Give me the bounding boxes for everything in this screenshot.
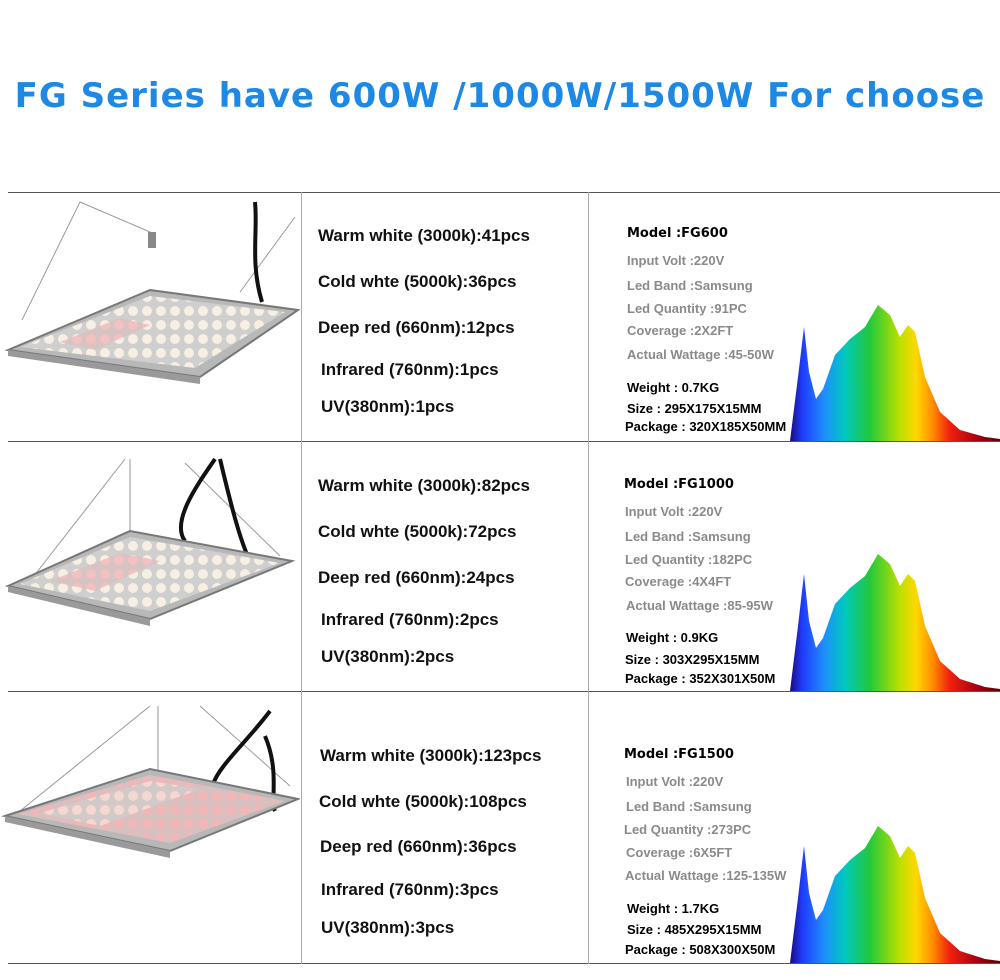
model-name: Model :FG1500 [624, 747, 734, 762]
weight: Weight : 0.7KG [627, 380, 720, 395]
input-volt: Input Volt :220V [625, 504, 723, 519]
light-spectrum-graph-fg1000 [790, 554, 1000, 691]
grow-light-image-fg600 [4, 201, 300, 384]
led-quantity: Led Quantity :273PC [624, 822, 752, 837]
led-band: Led Band :Samsung [625, 529, 751, 544]
led-item: Infrared (760nm):2pcs [321, 610, 499, 629]
led-item: UV(380nm):1pcs [321, 397, 455, 416]
column-divider-2 [588, 192, 589, 964]
package: Package : 352X301X50M [625, 671, 776, 686]
led-item: UV(380nm):3pcs [321, 918, 455, 937]
led-item: Deep red (660nm):24pcs [318, 568, 515, 587]
led-item: Deep red (660nm):36pcs [320, 837, 517, 856]
table-top-divider [8, 192, 1000, 193]
light-spectrum-graph-fg1500 [790, 826, 1000, 963]
led-item: Warm white (3000k):123pcs [320, 746, 542, 765]
coverage: Coverage :2X2FT [627, 323, 734, 338]
package: Package : 508X300X50M [625, 942, 776, 957]
led-item: Cold whte (5000k):72pcs [318, 522, 517, 541]
led-item: UV(380nm):2pcs [321, 647, 455, 666]
led-item: Cold whte (5000k):36pcs [318, 272, 517, 291]
column-divider-1 [301, 192, 302, 964]
led-item: Cold whte (5000k):108pcs [319, 792, 527, 811]
grow-light-image-fg1000 [4, 457, 296, 626]
weight: Weight : 1.7KG [627, 901, 720, 916]
actual-wattage: Actual Wattage :85-95W [626, 598, 773, 613]
product-row-fg1500: Warm white (3000k):123pcs Cold whte (500… [0, 691, 1000, 963]
led-quantity: Led Quantity :91PC [627, 301, 747, 316]
weight: Weight : 0.9KG [626, 630, 719, 645]
led-quantity: Led Quantity :182PC [625, 552, 753, 567]
actual-wattage: Actual Wattage :45-50W [627, 347, 774, 362]
led-item: Infrared (760nm):1pcs [321, 360, 499, 379]
input-volt: Input Volt :220V [627, 253, 725, 268]
product-row-fg1000: Warm white (3000k):82pcs Cold whte (5000… [0, 441, 1000, 691]
led-band: Led Band :Samsung [626, 799, 752, 814]
page-title: FG Series have 600W /1000W/1500W For cho… [14, 76, 986, 116]
row-divider-1 [8, 441, 1000, 442]
grow-light-image-fg1500 [1, 705, 300, 858]
actual-wattage: Actual Wattage :125-135W [625, 868, 787, 883]
led-band: Led Band :Samsung [627, 278, 753, 293]
size: Size : 295X175X15MM [627, 401, 762, 416]
led-item: Deep red (660nm):12pcs [318, 318, 515, 337]
size: Size : 485X295X15MM [627, 922, 762, 937]
model-name: Model :FG600 [627, 226, 728, 241]
led-item: Infrared (760nm):3pcs [321, 880, 499, 899]
row-divider-2 [8, 691, 1000, 692]
led-item: Warm white (3000k):41pcs [318, 226, 530, 245]
size: Size : 303X295X15MM [625, 652, 760, 667]
product-row-fg600: Warm white (3000k):41pcs Cold whte (5000… [0, 192, 1000, 441]
led-item: Warm white (3000k):82pcs [318, 476, 530, 495]
light-spectrum-graph-fg600 [790, 305, 1000, 441]
input-volt: Input Volt :220V [626, 774, 724, 789]
coverage: Coverage :4X4FT [625, 574, 732, 589]
model-name: Model :FG1000 [624, 477, 734, 492]
table-bottom-divider [8, 963, 1000, 964]
package: Package : 320X185X50MM [625, 419, 787, 434]
coverage: Coverage :6X5FT [626, 845, 733, 860]
